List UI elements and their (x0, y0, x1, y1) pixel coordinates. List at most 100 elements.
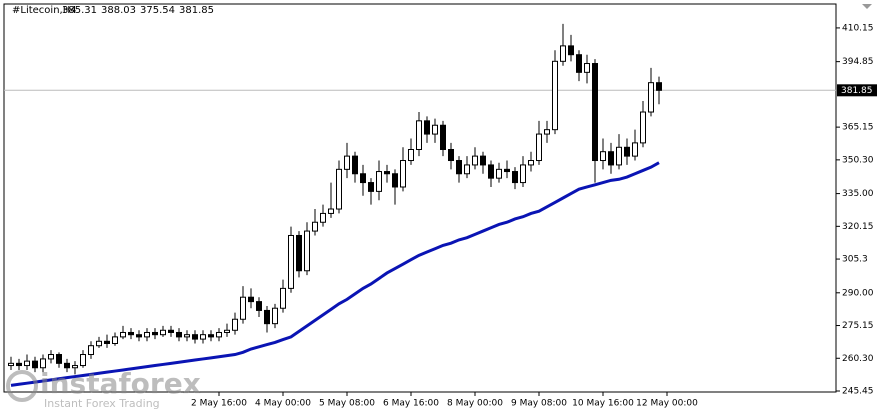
candle-body (472, 155, 478, 166)
x-tick-label: 5 May 08:00 (319, 399, 375, 409)
candle-body (368, 182, 374, 192)
moving-average (10, 161, 660, 387)
candle-body (432, 124, 438, 135)
candle-body (80, 354, 86, 367)
chart-title: #Litecoin,H4 (12, 5, 77, 16)
candle-body (400, 160, 406, 188)
candle-body (216, 331, 222, 338)
candle-body (384, 171, 390, 175)
candle-body (296, 234, 302, 272)
candle-body (464, 164, 470, 175)
candle-body (88, 345, 94, 356)
candle-body (40, 358, 46, 369)
x-tick-label: 8 May 00:00 (447, 399, 503, 409)
candle-body (264, 309, 270, 325)
y-tick-label: 335.00 (842, 189, 874, 199)
candle-body (616, 146, 622, 166)
candle-body (520, 164, 526, 184)
candle-body (208, 334, 214, 338)
candle-body (624, 146, 630, 157)
candle-body (416, 120, 422, 151)
candle-body (152, 331, 158, 336)
x-tick-label: 4 May 00:00 (255, 399, 311, 409)
candle-body (224, 329, 230, 333)
candle-body (232, 318, 238, 331)
candle-body (136, 334, 142, 338)
scroll-arrow (862, 4, 872, 9)
plot-frame (3, 3, 837, 393)
y-tick-label: 275.15 (842, 321, 874, 331)
candle-body (184, 334, 190, 338)
header-low: 375.54 (140, 5, 175, 16)
candle-body (336, 168, 342, 210)
candle-body (48, 354, 54, 360)
candle-body (512, 171, 518, 184)
candle-body (536, 133, 542, 162)
candle-body (648, 82, 654, 113)
candle-body (656, 82, 662, 91)
candle-body (528, 160, 534, 166)
candle-body (56, 354, 62, 364)
y-tick-label: 350.30 (842, 155, 874, 165)
price-label: 381.85 (841, 86, 873, 96)
candle-body (8, 362, 14, 367)
watermark: instaforex Instant Forex Trading (6, 367, 201, 410)
candle-body (16, 362, 22, 367)
candle-body (608, 151, 614, 166)
candle-body (64, 362, 70, 369)
header-open: 385.31 (62, 5, 97, 16)
candle-body (632, 142, 638, 157)
candle-body (32, 360, 38, 369)
candle-body (600, 151, 606, 162)
candle-body (168, 329, 174, 333)
candle-body (256, 301, 262, 311)
candle-body (496, 168, 502, 179)
candle-body (408, 149, 414, 162)
candle-body (448, 149, 454, 162)
candle-body (200, 334, 206, 340)
candle-body (376, 171, 382, 192)
candle-body (248, 296, 254, 303)
candle-body (24, 360, 30, 367)
x-tick-label: 9 May 08:00 (511, 399, 567, 409)
candle-body (352, 155, 358, 175)
y-tick-label: 245.45 (842, 387, 874, 397)
candle-body (344, 155, 350, 170)
y-tick-label: 365.15 (842, 123, 874, 133)
candle-body (240, 296, 246, 320)
x-tick-label: 12 May 00:00 (636, 399, 698, 409)
y-tick-label: 394.85 (842, 57, 874, 67)
candle-body (128, 331, 134, 336)
watermark-icon (6, 370, 38, 402)
y-tick-label: 410.15 (842, 23, 874, 33)
x-tick-label: 2 May 16:00 (191, 399, 247, 409)
candle-body (392, 173, 398, 188)
candle-body (312, 221, 318, 232)
candle-body (640, 111, 646, 144)
candle-body (304, 230, 310, 272)
candle-body (160, 329, 166, 336)
candle-body (560, 45, 566, 62)
candle-body (552, 60, 558, 131)
candle-body (192, 334, 198, 340)
candle-body (288, 234, 294, 289)
candle-body (144, 331, 150, 338)
candle-body (424, 120, 430, 135)
candle-body (544, 129, 550, 135)
y-tick-label: 305.3 (842, 255, 868, 265)
candle-body (328, 208, 334, 214)
y-tick-label: 320.15 (842, 222, 874, 232)
candle-body (176, 331, 182, 338)
candle-body (504, 168, 510, 173)
candle-body (96, 340, 102, 347)
y-tick-label: 260.30 (842, 354, 874, 364)
candle-body (360, 173, 366, 184)
candle-body (72, 365, 78, 369)
candle-body (104, 340, 110, 344)
candle-body (576, 54, 582, 73)
price-label-box (837, 84, 877, 97)
candle-body (568, 45, 574, 56)
x-tick-label: 10 May 16:00 (572, 399, 634, 409)
